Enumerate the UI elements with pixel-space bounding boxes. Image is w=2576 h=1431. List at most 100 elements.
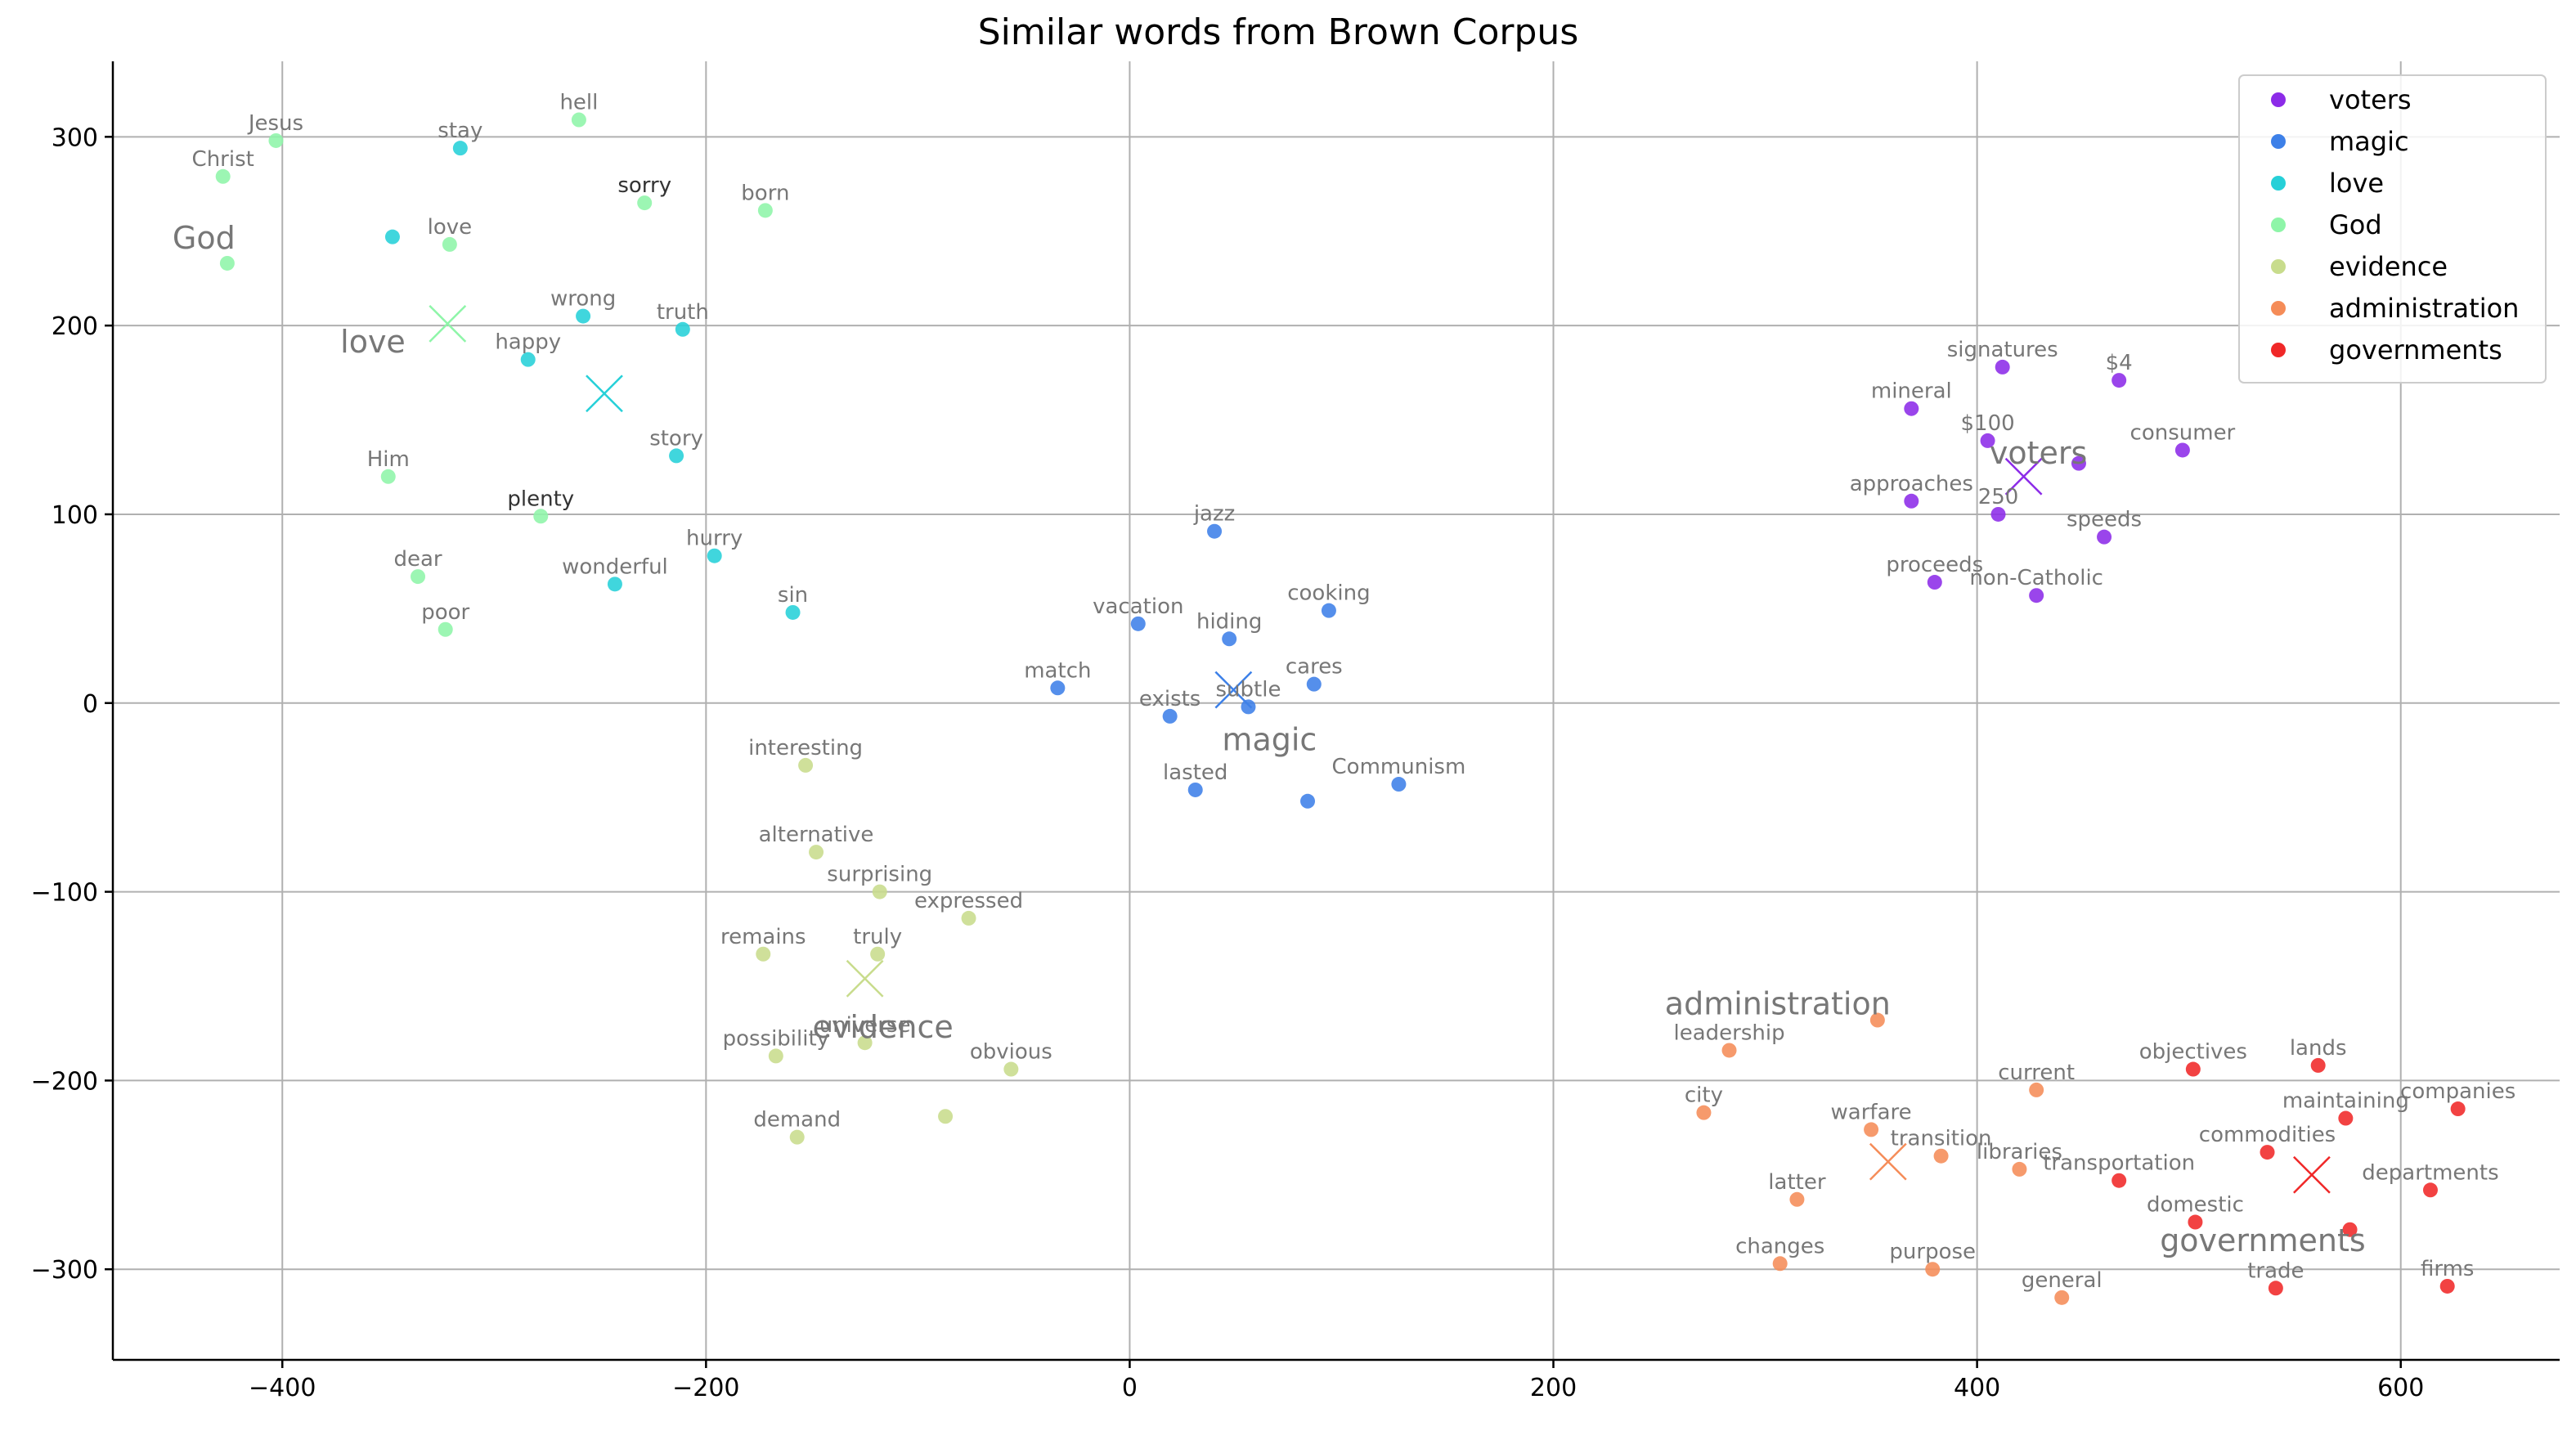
point-label: poor (421, 600, 469, 625)
x-tick-label: 200 (1530, 1374, 1577, 1402)
point-label: Jesus (247, 111, 303, 136)
point-label: signatures (1947, 338, 2058, 362)
x-tick-label: 600 (2377, 1374, 2424, 1402)
data-point (2029, 1082, 2044, 1097)
data-point (1990, 506, 2006, 522)
data-point (1904, 493, 1919, 509)
point-label: warfare (1831, 1100, 1912, 1124)
point-label: consumer (2130, 420, 2236, 445)
x-tick-label: 0 (1122, 1374, 1138, 1402)
centroid-marker (586, 375, 623, 413)
data-point (1980, 433, 1995, 448)
legend-box (2238, 74, 2547, 384)
x-tick-label: 400 (1954, 1374, 2000, 1402)
data-point (1995, 359, 2010, 375)
data-point (2112, 1173, 2127, 1188)
data-point (2310, 1057, 2326, 1073)
data-point (1904, 401, 1919, 416)
point-label: maintaining (2282, 1089, 2409, 1114)
legend-label: governments (2329, 334, 2502, 366)
point-label: 250 (1978, 485, 2019, 509)
point-label: transition (1891, 1127, 1992, 1151)
data-point (2012, 1161, 2027, 1177)
centroid-marker (1214, 671, 1253, 709)
centroid-x-stroke (846, 959, 884, 998)
point-label: lasted (1163, 760, 1227, 785)
legend-label: administration (2329, 293, 2519, 324)
point-label: Christ (192, 147, 254, 172)
data-point (1130, 616, 1146, 631)
point-label: surprising (827, 863, 932, 887)
data-point (757, 203, 773, 218)
point-label: expressed (914, 889, 1023, 913)
centroid-label: administration (1665, 986, 1891, 1022)
point-label: current (1998, 1061, 2075, 1085)
point-label: happy (495, 330, 561, 355)
data-point (1721, 1043, 1737, 1058)
data-point (1207, 523, 1223, 539)
point-label: born (741, 181, 789, 205)
data-point (872, 884, 887, 899)
point-label: $100 (1960, 411, 2014, 436)
data-point (571, 112, 586, 128)
legend-label: love (2329, 168, 2384, 199)
data-point (2174, 442, 2190, 458)
data-point (669, 448, 684, 464)
centroid-label: governments (2160, 1222, 2365, 1258)
point-label: exists (1139, 687, 1200, 711)
centroid-marker (2004, 457, 2043, 496)
legend-marker (2271, 259, 2286, 274)
point-label: subtle (1216, 677, 1281, 702)
legend-marker (2271, 176, 2286, 191)
data-point (2054, 1290, 2070, 1305)
point-label: alternative (759, 823, 874, 847)
data-point (2112, 373, 2127, 388)
chart-title: Similar words from Brown Corpus (978, 11, 1579, 53)
data-point (2071, 455, 2086, 471)
point-label: domestic (2147, 1193, 2244, 1218)
point-label: lands (2290, 1036, 2347, 1061)
point-label: wonderful (562, 554, 668, 579)
point-label: transportation (2043, 1151, 2195, 1176)
data-point (789, 1129, 805, 1145)
point-label: purpose (1889, 1240, 1976, 1264)
point-label: truly (853, 925, 902, 949)
data-point (768, 1048, 783, 1064)
point-label: demand (753, 1108, 841, 1133)
data-point (1300, 793, 1316, 809)
data-point (1772, 1256, 1788, 1272)
legend-marker (2271, 218, 2286, 232)
data-point (1869, 1012, 1885, 1028)
y-tick-label: −300 (31, 1256, 98, 1285)
data-point (2450, 1101, 2466, 1117)
data-point (215, 168, 231, 184)
data-point (961, 910, 976, 926)
y-tick-label: 0 (83, 690, 98, 719)
data-point (675, 321, 690, 337)
point-label: plenty (507, 487, 574, 511)
data-point (798, 757, 814, 773)
centroid-marker (2293, 1155, 2331, 1194)
legend: voters magic love God evidence administration… (2238, 74, 2547, 384)
point-label: objectives (2139, 1040, 2247, 1065)
data-point (1306, 676, 1322, 692)
centroid-x-stroke (2293, 1155, 2331, 1194)
point-label: proceeds (1886, 553, 1983, 577)
point-label: hiding (1196, 609, 1262, 634)
data-point (219, 255, 235, 271)
legend-marker (2271, 134, 2286, 149)
legend-marker (2271, 343, 2286, 357)
point-label: departments (2362, 1160, 2498, 1185)
point-label: story (649, 426, 703, 451)
point-label: changes (1735, 1234, 1824, 1258)
point-label: latter (1768, 1170, 1826, 1195)
centroid-label: love (340, 324, 406, 360)
data-point (1927, 575, 1942, 590)
point-label: dear (393, 547, 442, 572)
point-label: mineral (1871, 379, 1952, 404)
point-labels: signatures $4 mineral $100 consumer approache… (173, 91, 2515, 1293)
data-point (1864, 1122, 1879, 1137)
data-point (380, 469, 396, 484)
point-label: universe (819, 1013, 911, 1038)
